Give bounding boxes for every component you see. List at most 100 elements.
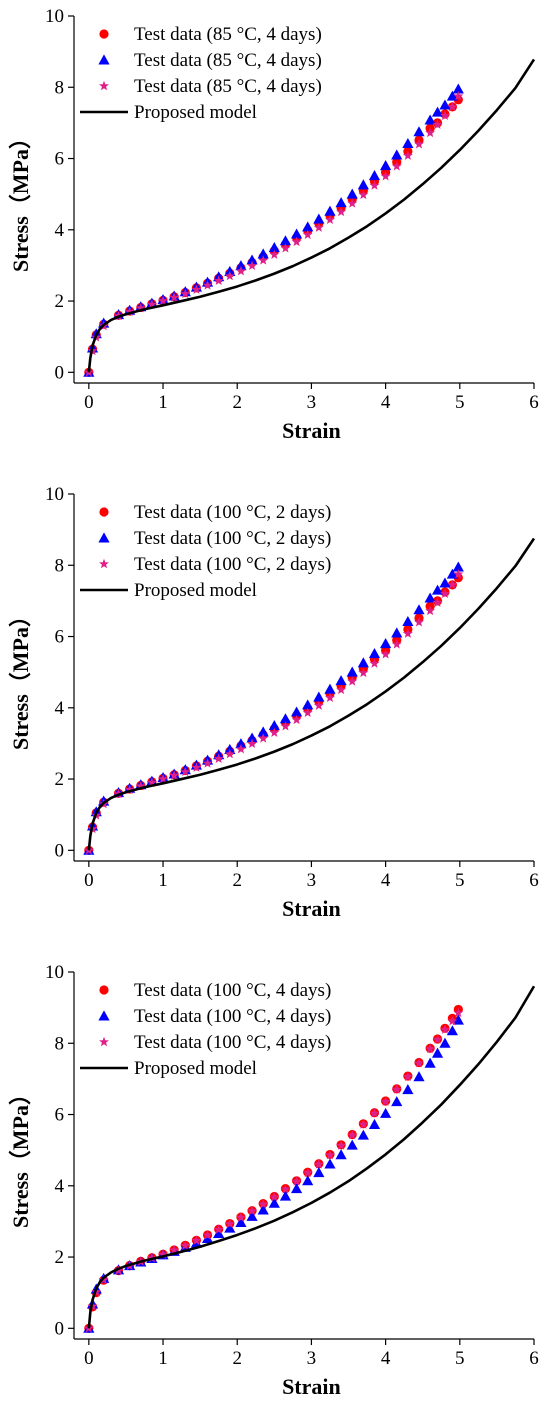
x-tick-label: 0: [84, 392, 94, 413]
data-point-star: [325, 692, 335, 703]
data-point-star: [280, 243, 291, 253]
data-point-triangle: [313, 1167, 325, 1178]
data-point-triangle: [335, 197, 347, 208]
y-tick-label: 8: [55, 555, 65, 576]
data-point-triangle: [246, 732, 258, 743]
y-axis-title: Stress（MPa）: [8, 1083, 33, 1228]
data-point-star: [432, 597, 443, 607]
y-tick-label: 2: [55, 1247, 65, 1268]
data-point-triangle: [268, 720, 280, 731]
data-point-star: [358, 667, 369, 678]
data-point-star: [269, 1191, 280, 1202]
data-point-triangle: [235, 260, 247, 271]
x-tick-label: 4: [381, 1348, 391, 1369]
data-point-triangle: [346, 666, 358, 677]
data-point-triangle: [302, 221, 314, 232]
series-star: [83, 90, 464, 377]
data-point-star: [358, 189, 369, 200]
legend-swatch-star: [99, 1036, 109, 1047]
x-tick-label: 5: [455, 870, 465, 891]
data-point-star: [169, 1245, 180, 1255]
legend-label: Test data (100 °C, 4 days): [134, 1032, 331, 1053]
data-point-star: [180, 288, 191, 299]
model-curve: [87, 537, 536, 851]
data-point-triangle: [279, 1190, 292, 1201]
data-point-triangle: [335, 1149, 347, 1160]
data-point-star: [414, 617, 424, 627]
data-point-star: [191, 284, 202, 294]
legend-label: Test data (100 °C, 2 days): [134, 528, 331, 549]
data-point-triangle: [391, 1096, 403, 1107]
data-point-star: [269, 249, 280, 259]
data-point-star: [269, 727, 280, 737]
y-tick-label: 4: [55, 1176, 65, 1197]
data-point-star: [432, 119, 443, 129]
data-point-triangle: [346, 188, 358, 199]
x-tick-label: 4: [381, 392, 391, 413]
x-axis-title: Strain: [282, 418, 341, 443]
data-point-star: [440, 588, 450, 598]
series-triangle: [83, 83, 464, 377]
data-point-triangle: [446, 1025, 458, 1036]
chart-panel-1: 0 1 2 3 4 5 6 0 2 4 6 8 10 Strain Stress（MPa） Test data…: [0, 0, 550, 470]
data-point-star: [247, 260, 258, 270]
legend-label: Proposed model: [134, 102, 257, 123]
data-point-triangle: [446, 90, 458, 101]
data-point-triangle: [213, 1227, 225, 1239]
data-point-triangle: [324, 1158, 336, 1169]
data-point-star: [302, 707, 313, 717]
x-tick-label: 0: [84, 1348, 94, 1369]
data-point-triangle: [268, 242, 280, 253]
data-point-star: [180, 1240, 191, 1250]
data-point-triangle: [439, 99, 451, 110]
legend-swatch-triangle: [98, 532, 110, 543]
legend-label: Test data (100 °C, 4 days): [134, 980, 331, 1001]
legend-swatch-circle: [99, 29, 109, 39]
y-axis-title: Stress（MPa）: [8, 127, 33, 272]
data-point-star: [380, 649, 391, 659]
y-tick-label: 4: [55, 698, 65, 719]
data-point-star: [402, 1071, 413, 1081]
data-point-triangle: [246, 1210, 258, 1221]
data-point-triangle: [439, 1037, 451, 1048]
data-point-star: [124, 306, 135, 316]
data-point-star: [358, 1119, 369, 1129]
data-point-star: [313, 222, 324, 232]
y-tick-label: 0: [55, 362, 65, 383]
data-point-star: [453, 90, 464, 101]
data-point-star: [414, 139, 424, 149]
data-point-star: [440, 110, 450, 120]
data-point-triangle: [257, 248, 269, 259]
data-point-star: [158, 295, 168, 306]
data-point-triangle: [402, 615, 414, 627]
y-tick-label: 6: [55, 1105, 65, 1126]
data-point-triangle: [368, 170, 381, 181]
data-point-triangle: [413, 1071, 425, 1082]
data-point-triangle: [313, 691, 325, 702]
y-tick-label: 0: [55, 840, 65, 861]
data-point-star: [158, 773, 168, 784]
series-star: [83, 568, 464, 855]
data-point-star: [291, 714, 302, 725]
model-curve: [87, 985, 536, 1329]
data-point-triangle: [302, 1175, 314, 1186]
y-tick-label: 8: [55, 1033, 65, 1054]
data-point-star: [224, 1218, 235, 1229]
data-point-star: [135, 780, 146, 791]
data-point-star: [391, 161, 402, 171]
data-point-star: [235, 1212, 246, 1222]
plot-area: [83, 985, 536, 1333]
data-point-star: [302, 1167, 313, 1178]
data-point-star: [258, 733, 269, 743]
data-point-star: [440, 1024, 450, 1034]
legend-swatch-triangle: [98, 54, 110, 65]
data-point-star: [369, 1108, 380, 1118]
data-point-star: [447, 101, 458, 112]
data-point-star: [391, 1084, 402, 1094]
x-tick-label: 2: [232, 1348, 242, 1369]
data-point-star: [135, 302, 146, 313]
x-tick-label: 3: [307, 870, 317, 891]
y-axis-title: Stress（MPa）: [8, 605, 33, 750]
data-point-star: [432, 1034, 443, 1044]
data-point-star: [425, 127, 436, 138]
